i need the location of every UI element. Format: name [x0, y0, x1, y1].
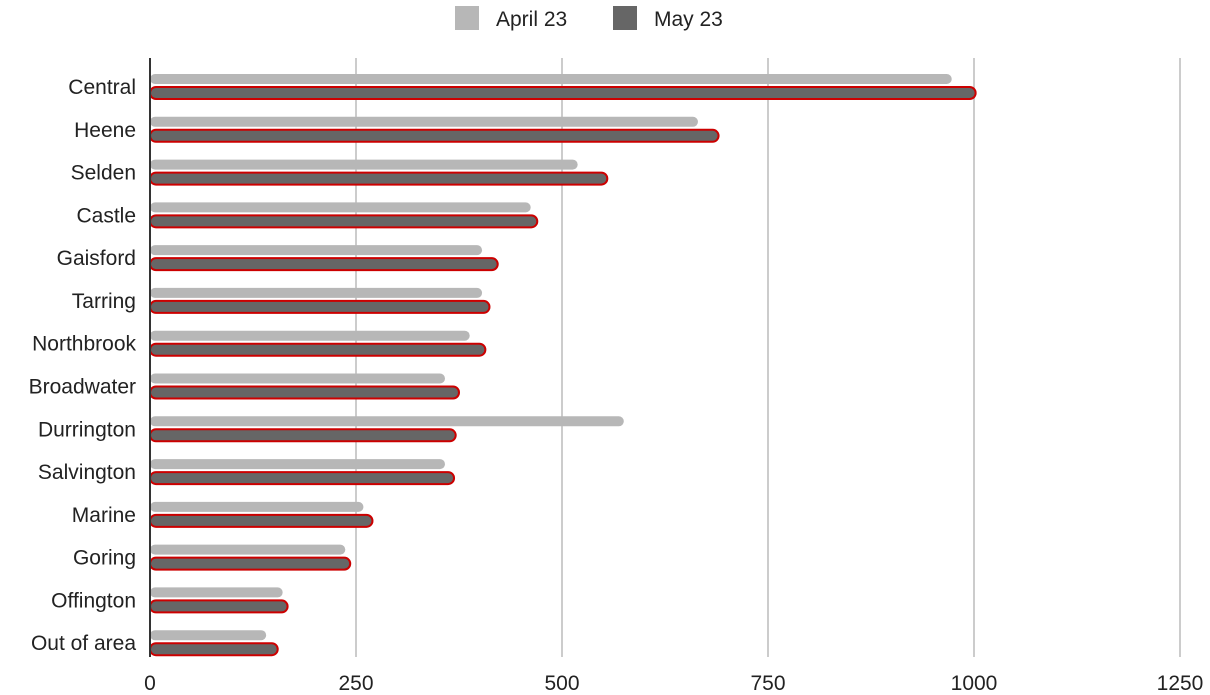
legend-label: May 23	[654, 8, 723, 31]
bar-may-23	[149, 385, 460, 400]
category-label: Durrington	[38, 418, 136, 441]
category-label: Out of area	[31, 632, 136, 655]
legend-label: April 23	[496, 8, 567, 31]
bar-may-23	[149, 214, 539, 229]
bar-april-23	[150, 159, 578, 170]
bar-may-23	[149, 599, 289, 614]
category-labels: Central Heene Selden Castle Gaisford Tarring N…	[29, 76, 137, 655]
bar-april-23	[150, 202, 531, 213]
category-label: Heene	[74, 119, 136, 142]
legend-swatch	[613, 6, 637, 30]
bar-may-23	[149, 513, 374, 528]
bar-april-23	[150, 330, 470, 341]
bar-may-23	[149, 299, 491, 314]
x-tick-label: 250	[338, 672, 373, 695]
x-tick-labels: 0 250 500 750 1000 1250	[144, 672, 1203, 695]
bar-april-23	[150, 74, 952, 84]
x-tick-label: 500	[544, 672, 579, 695]
legend: April 23 May 23	[455, 6, 723, 31]
category-label: Marine	[72, 504, 136, 527]
bar-may-23	[149, 257, 499, 272]
bar-april-23	[150, 373, 445, 384]
bar-may-23	[149, 556, 352, 571]
bar-may-23	[149, 171, 609, 186]
bar-april-23	[150, 630, 267, 641]
gridlines	[355, 58, 1181, 657]
category-label: Central	[68, 76, 136, 99]
bar-april-23	[150, 245, 483, 256]
x-tick-label: 1000	[951, 672, 998, 695]
legend-swatch	[455, 6, 479, 30]
category-label: Castle	[76, 204, 136, 227]
category-label: Offington	[51, 589, 136, 612]
x-tick-label: 1250	[1157, 672, 1204, 695]
bar-april-23	[150, 459, 445, 470]
bar-may-23	[149, 642, 279, 657]
bar-may-23	[149, 428, 457, 443]
category-label: Salvington	[38, 461, 136, 484]
bar-may-23	[149, 471, 456, 486]
category-label: Tarring	[72, 290, 136, 313]
bar-may-23	[149, 342, 487, 357]
bar-may-23	[149, 128, 720, 143]
x-tick-label: 0	[144, 672, 156, 695]
bar-april-23	[150, 287, 483, 298]
bar-april-23	[150, 587, 283, 598]
bar-april-23	[150, 501, 364, 512]
category-label: Gaisford	[57, 247, 136, 270]
bar-april-23	[150, 116, 698, 127]
bar-may-23	[149, 86, 977, 100]
category-label: Selden	[71, 162, 136, 185]
bar-april-23	[150, 416, 624, 427]
bar-april-23	[150, 544, 346, 555]
category-label: Broadwater	[29, 376, 136, 399]
x-tick-label: 750	[750, 672, 785, 695]
category-label: Northbrook	[32, 333, 136, 356]
bars	[149, 74, 977, 657]
category-label: Goring	[73, 547, 136, 570]
